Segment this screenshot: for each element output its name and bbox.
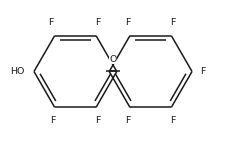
Text: F: F bbox=[50, 116, 55, 125]
Text: HO: HO bbox=[11, 67, 25, 76]
Text: F: F bbox=[170, 18, 175, 27]
Text: F: F bbox=[48, 18, 54, 27]
Text: F: F bbox=[200, 67, 205, 76]
Text: F: F bbox=[94, 18, 100, 27]
Text: F: F bbox=[95, 116, 100, 125]
Text: F: F bbox=[170, 116, 175, 125]
Text: O: O bbox=[109, 55, 116, 64]
Text: F: F bbox=[125, 116, 130, 125]
Text: F: F bbox=[125, 18, 130, 27]
